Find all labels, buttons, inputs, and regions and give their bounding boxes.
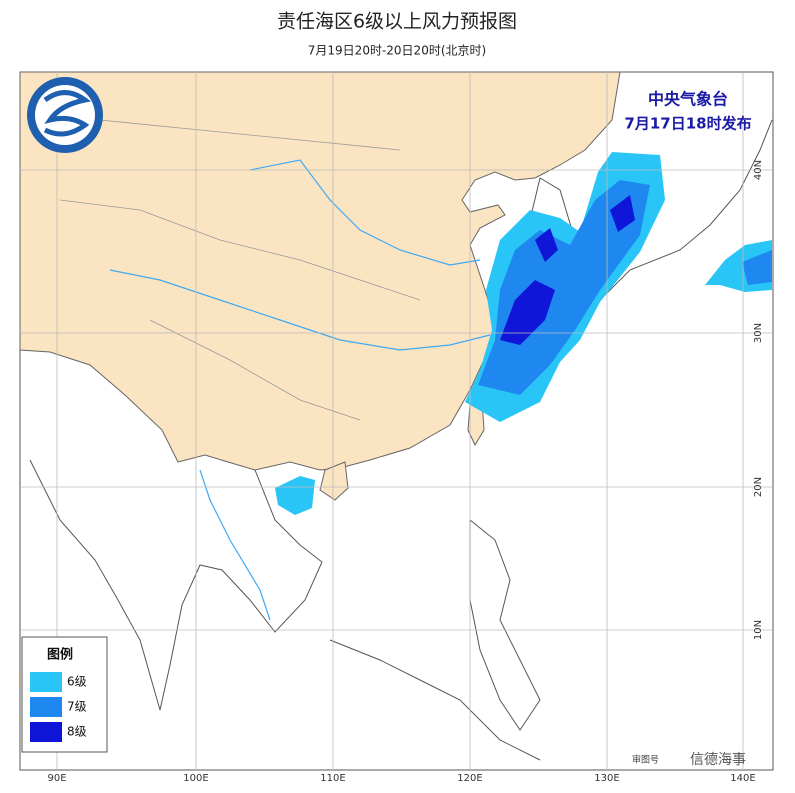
wind-area-8: [610, 195, 635, 232]
longitude-labels: 90E 100E 110E 120E 130E 140E: [47, 773, 755, 784]
river: [199, 469, 271, 621]
legend-swatch: [30, 697, 62, 717]
agency: 中央气象台: [648, 90, 728, 109]
longitude-label: 90E: [47, 773, 66, 784]
map: [19, 71, 774, 771]
latitude-label: 30N: [753, 323, 764, 343]
map-number: 审图号: [632, 754, 659, 766]
latitude-label: 10N: [753, 620, 764, 640]
legend-item: 6级: [67, 675, 87, 689]
longitude-label: 120E: [457, 773, 482, 784]
latitude-label: 20N: [753, 477, 764, 497]
legend-item: 7级: [67, 700, 87, 714]
legend-title: 图例: [47, 647, 73, 663]
wind-area-8: [500, 280, 555, 345]
coastline-borneo: [329, 639, 541, 761]
logo: [27, 77, 103, 153]
legend-swatch: [30, 722, 62, 742]
subtitle: 7月19日20时-20日20时(北京时): [308, 44, 486, 58]
province-border: [59, 119, 421, 421]
coastline: [29, 459, 323, 711]
longitude-label: 140E: [730, 773, 755, 784]
wind-area-7: [742, 250, 772, 285]
wind-area-6: [275, 476, 315, 515]
legend-item: 8级: [67, 725, 87, 739]
coastline-japan: [599, 119, 773, 301]
latitude-labels: 40N 30N 20N 10N: [753, 160, 764, 640]
legend-swatch: [30, 672, 62, 692]
longitude-label: 110E: [320, 773, 345, 784]
watermark: 信德海事: [690, 752, 746, 768]
issue-time: 7月17日18时发布: [624, 115, 751, 133]
longitude-label: 100E: [183, 773, 208, 784]
logo-mark: [43, 90, 91, 137]
longitude-label: 130E: [594, 773, 619, 784]
river: [249, 159, 481, 266]
title: 责任海区6级以上风力预报图: [277, 11, 517, 33]
coastline-philippines: [469, 518, 541, 731]
latitude-label: 40N: [753, 160, 764, 180]
wind-area-8: [535, 228, 558, 262]
legend: 图例 6级 7级 8级: [21, 636, 108, 753]
river: [109, 269, 491, 351]
